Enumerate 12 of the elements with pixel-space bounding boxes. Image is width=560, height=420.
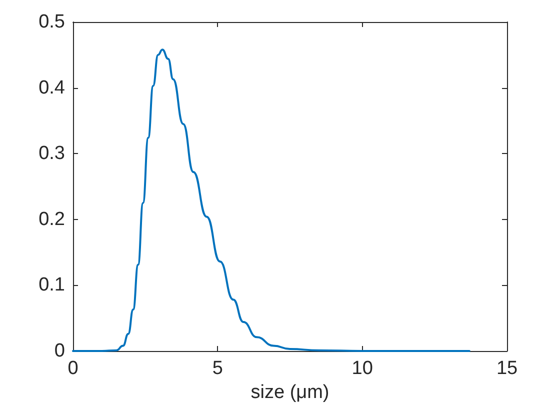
y-tick-label: 0 bbox=[54, 340, 65, 362]
x-tick-label: 5 bbox=[212, 358, 223, 379]
y-tick-label: 0.5 bbox=[38, 12, 65, 32]
y-tick-label: 0.3 bbox=[38, 143, 65, 164]
x-tick-label: 15 bbox=[496, 358, 518, 379]
x-tick-label: 10 bbox=[352, 358, 373, 379]
y-tick-label: 0.1 bbox=[38, 274, 65, 296]
line-series bbox=[72, 48, 470, 352]
x-axis-title: size (μm) bbox=[250, 382, 330, 403]
x-tick-label: 0 bbox=[68, 358, 78, 379]
y-tick-label: 0.2 bbox=[38, 208, 65, 230]
y-tick-label: 0.4 bbox=[38, 77, 66, 98]
